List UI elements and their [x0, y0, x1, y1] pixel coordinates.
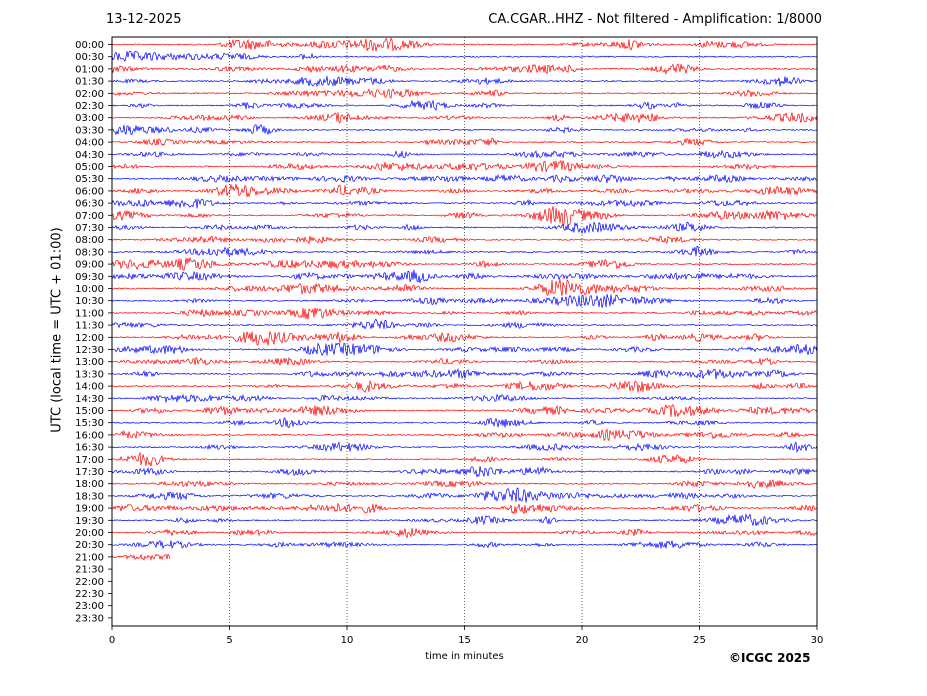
y-tick-label: 19:30: [75, 516, 104, 527]
trace-11:30: [111, 318, 818, 330]
trace-08:00: [111, 235, 818, 245]
y-tick-label: 13:00: [75, 357, 104, 368]
trace-07:00: [111, 206, 818, 227]
y-tick-label: 05:30: [75, 174, 104, 185]
x-tick-label: 0: [109, 635, 115, 646]
x-tick-label: 25: [693, 635, 706, 646]
y-tick-label: 21:00: [75, 552, 104, 563]
trace-15:30: [111, 417, 818, 428]
y-tick-label: 07:30: [75, 223, 104, 234]
trace-17:30: [111, 465, 818, 478]
trace-10:30: [111, 294, 818, 308]
trace-21:00: [111, 553, 171, 561]
y-tick-label: 01:30: [75, 77, 104, 88]
y-tick-label: 15:30: [75, 418, 104, 429]
trace-16:30: [111, 441, 818, 453]
date-label: 13-12-2025: [106, 12, 182, 27]
y-tick-label: 22:30: [75, 589, 104, 600]
y-tick-label: 18:00: [75, 479, 104, 490]
y-tick-label: 15:00: [75, 406, 104, 417]
y-tick-label: 23:00: [75, 601, 104, 612]
y-tick-label: 00:00: [75, 40, 104, 51]
y-tick-label: 09:00: [75, 260, 104, 271]
y-tick-label: 17:00: [75, 455, 104, 466]
y-tick-label: 11:30: [75, 321, 104, 332]
y-tick-label: 03:30: [75, 125, 104, 136]
y-tick-label: 05:00: [75, 162, 104, 173]
y-tick-label: 12:30: [75, 345, 104, 356]
y-tick-label: 20:00: [75, 528, 104, 539]
y-tick-label: 23:30: [75, 613, 104, 624]
y-tick-label: 18:30: [75, 491, 104, 502]
chart-title: CA.CGAR..HHZ - Not filtered - Amplificat…: [488, 12, 822, 27]
y-tick-label: 01:00: [75, 64, 104, 75]
y-tick-label: 16:00: [75, 430, 104, 441]
trace-08:30: [111, 245, 818, 257]
copyright-label: ©ICGC 2025: [729, 651, 811, 665]
y-tick-label: 07:00: [75, 211, 104, 222]
trace-14:30: [112, 393, 818, 403]
y-tick-label: 09:30: [75, 272, 104, 283]
y-tick-label: 10:00: [75, 284, 104, 295]
y-tick-label: 19:00: [75, 504, 104, 515]
y-tick-label: 20:30: [75, 540, 104, 551]
trace-07:30: [111, 221, 818, 235]
trace-10:00: [111, 279, 818, 297]
trace-09:30: [111, 269, 818, 283]
y-tick-label: 14:30: [75, 394, 104, 405]
trace-02:30: [111, 99, 818, 111]
y-tick-label: 06:30: [75, 199, 104, 210]
y-tick-label: 08:30: [75, 247, 104, 258]
y-tick-label: 14:00: [75, 382, 104, 393]
y-tick-label: 03:00: [75, 113, 104, 124]
x-tick-label: 5: [226, 635, 232, 646]
y-tick-label: 04:30: [75, 150, 104, 161]
y-tick-label: 11:00: [75, 308, 104, 319]
y-tick-label: 17:30: [75, 467, 104, 478]
y-tick-label: 02:30: [75, 101, 104, 112]
x-tick-label: 20: [576, 635, 589, 646]
y-tick-label: 02:00: [75, 89, 104, 100]
trace-02:00: [111, 88, 818, 99]
x-tick-label: 15: [458, 635, 471, 646]
y-tick-label: 21:30: [75, 565, 104, 576]
y-tick-label: 10:30: [75, 296, 104, 307]
x-axis-label: time in minutes: [425, 651, 504, 662]
trace-00:30: [111, 50, 818, 63]
y-tick-label: 04:00: [75, 138, 104, 149]
y-tick-label: 12:00: [75, 333, 104, 344]
trace-06:30: [111, 198, 818, 209]
trace-01:30: [111, 76, 818, 87]
y-tick-label: 08:00: [75, 235, 104, 246]
y-tick-label: 00:30: [75, 52, 104, 63]
trace-15:00: [111, 403, 818, 418]
y-tick-label: 06:00: [75, 186, 104, 197]
x-tick-label: 30: [811, 635, 824, 646]
y-tick-label: 22:00: [75, 577, 104, 588]
y-tick-label: 16:30: [75, 443, 104, 454]
trace-01:00: [111, 63, 818, 76]
x-tick-label: 10: [341, 635, 354, 646]
trace-16:00: [111, 428, 818, 442]
y-tick-label: 13:30: [75, 369, 104, 380]
